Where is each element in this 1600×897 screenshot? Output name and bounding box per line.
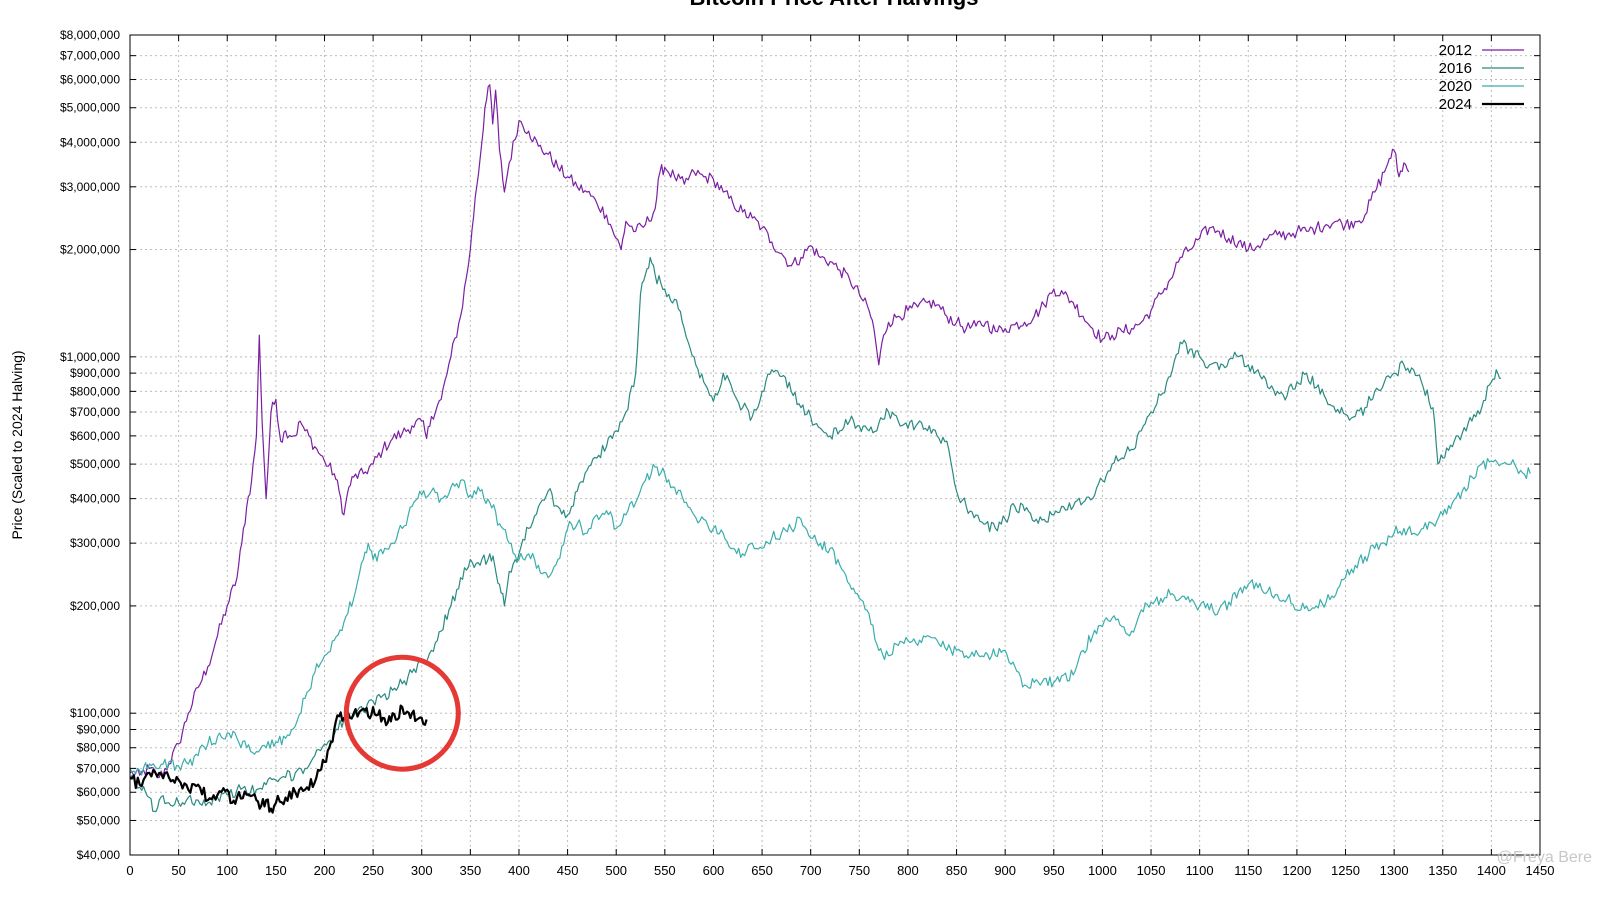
x-tick-label: 1200 <box>1282 863 1311 878</box>
y-tick-label: $6,000,000 <box>60 73 120 87</box>
legend-label-2020: 2020 <box>1439 78 1472 95</box>
y-tick-label: $300,000 <box>70 536 120 550</box>
y-tick-label: $900,000 <box>70 366 120 380</box>
x-tick-label: 1350 <box>1428 863 1457 878</box>
y-tick-label: $100,000 <box>70 706 120 720</box>
chart-title: Bitcoin Price After Halvings <box>690 0 979 10</box>
tick-labels: 0 50 100 150 200 250 300 350 400 450 500 550 600 650 7… <box>60 28 1555 878</box>
legend-label-2016: 2016 <box>1439 60 1472 77</box>
watermark-text: @Freya Bere <box>1497 849 1592 866</box>
y-tick-label: $5,000,000 <box>60 101 120 115</box>
series-line-2024 <box>129 704 428 814</box>
y-tick-label: $500,000 <box>70 457 120 471</box>
y-tick-label: $40,000 <box>77 848 121 862</box>
series-line-2020 <box>129 458 1531 776</box>
x-tick-label: 950 <box>1043 863 1065 878</box>
x-tick-label: 0 <box>126 863 133 878</box>
y-axis-label: Price (Scaled to 2024 Halving) <box>9 350 25 539</box>
y-tick-label: $8,000,000 <box>60 28 120 42</box>
x-tick-label: 250 <box>362 863 384 878</box>
x-tick-label: 1000 <box>1088 863 1117 878</box>
y-tick-label: $70,000 <box>77 761 121 775</box>
y-tick-label: $4,000,000 <box>60 135 120 149</box>
x-tick-label: 200 <box>314 863 336 878</box>
y-tick-label: $7,000,000 <box>60 49 120 63</box>
x-tick-label: 450 <box>557 863 579 878</box>
x-tick-label: 50 <box>171 863 185 878</box>
x-tick-label: 500 <box>605 863 627 878</box>
y-tick-label: $400,000 <box>70 492 120 506</box>
x-tick-label: 700 <box>800 863 822 878</box>
x-tick-label: 350 <box>459 863 481 878</box>
y-tick-label: $60,000 <box>77 785 121 799</box>
plot-border <box>129 34 1541 856</box>
y-tick-label: $700,000 <box>70 405 120 419</box>
series-lines <box>129 84 1531 814</box>
x-tick-label: 1050 <box>1137 863 1166 878</box>
x-tick-label: 1300 <box>1380 863 1409 878</box>
x-tick-label: 150 <box>265 863 287 878</box>
x-tick-label: 1250 <box>1331 863 1360 878</box>
y-tick-label: $80,000 <box>77 741 121 755</box>
y-tick-label: $1,000,000 <box>60 350 120 364</box>
y-tick-label: $2,000,000 <box>60 243 120 257</box>
x-tick-label: 800 <box>897 863 919 878</box>
x-tick-label: 100 <box>216 863 238 878</box>
y-tick-label: $90,000 <box>77 722 121 736</box>
x-tick-label: 1450 <box>1526 863 1555 878</box>
legend-label-2012: 2012 <box>1439 42 1472 59</box>
x-tick-label: 600 <box>703 863 725 878</box>
x-tick-label: 850 <box>946 863 968 878</box>
legend-label-2024: 2024 <box>1439 96 1472 113</box>
x-tick-label: 400 <box>508 863 530 878</box>
x-tick-label: 1100 <box>1186 863 1214 878</box>
y-tick-label: $3,000,000 <box>60 180 120 194</box>
x-tick-label: 1400 <box>1477 863 1506 878</box>
series-line-2016 <box>129 256 1502 813</box>
plot-frame <box>129 34 1541 856</box>
x-tick-label: 300 <box>411 863 433 878</box>
y-tick-label: $200,000 <box>70 599 120 613</box>
x-tick-label: 650 <box>751 863 773 878</box>
x-tick-label: 1150 <box>1234 863 1262 878</box>
y-tick-label: $600,000 <box>70 429 120 443</box>
x-tick-label: 750 <box>848 863 870 878</box>
x-tick-label: 550 <box>654 863 676 878</box>
series-line-2012 <box>129 84 1410 779</box>
grid-lines <box>129 34 1541 856</box>
x-tick-label: 900 <box>994 863 1016 878</box>
y-tick-label: $800,000 <box>70 384 120 398</box>
y-tick-label: $50,000 <box>77 813 121 827</box>
highlight-circle <box>343 654 461 772</box>
annotation <box>343 654 461 772</box>
